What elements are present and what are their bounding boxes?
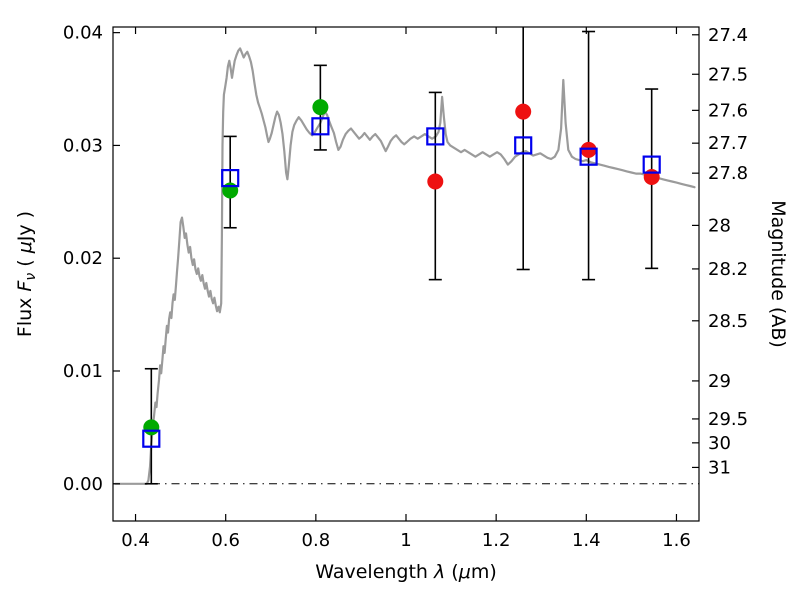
blue-square-marker bbox=[642, 155, 661, 174]
x-tick-label: 0.6 bbox=[211, 530, 240, 551]
y-tick-label-right: 29 bbox=[708, 371, 731, 392]
x-tick-label: 1.6 bbox=[662, 530, 691, 551]
y-tick-label-left: 0.04 bbox=[63, 23, 103, 44]
green-circle-marker bbox=[222, 182, 239, 199]
blue-square-marker bbox=[221, 169, 240, 188]
red-circle-marker bbox=[580, 141, 597, 158]
plot-frame bbox=[112, 26, 700, 522]
x-tick-label: 0.8 bbox=[302, 530, 331, 551]
y-tick-label-right: 28.5 bbox=[708, 311, 748, 332]
blue-square-marker bbox=[142, 429, 161, 448]
y-tick-label-right: 29.5 bbox=[708, 409, 748, 430]
y-axis-label-magnitude: Magnitude (AB) bbox=[767, 200, 789, 348]
x-tick-label: 1 bbox=[400, 530, 411, 551]
y-tick-label-left: 0.03 bbox=[63, 135, 103, 156]
y-tick-label-right: 27.7 bbox=[708, 133, 748, 154]
blue-square-marker bbox=[579, 147, 598, 166]
y-tick-label-right: 28.2 bbox=[708, 259, 748, 280]
x-tick-label: 1.2 bbox=[482, 530, 511, 551]
x-tick-label: 0.4 bbox=[121, 530, 150, 551]
green-circle-marker bbox=[312, 99, 329, 116]
y-tick-label-right: 27.4 bbox=[708, 25, 748, 46]
y-tick-label-right: 27.8 bbox=[708, 163, 748, 184]
y-tick-label-left: 0.02 bbox=[63, 248, 103, 269]
y-tick-label-right: 28 bbox=[708, 215, 731, 236]
model-spectrum-line bbox=[114, 47, 696, 485]
y-axis-label-flux: Flux Fν ( μJy ) bbox=[14, 211, 39, 337]
y-tick-label-left: 0.00 bbox=[63, 474, 103, 495]
y-tick-label-right: 27.6 bbox=[708, 100, 748, 121]
red-circle-marker bbox=[427, 173, 444, 190]
x-axis-label: Wavelength λ (μm) bbox=[315, 561, 496, 583]
y-tick-label-right: 31 bbox=[708, 457, 731, 478]
blue-square-marker bbox=[514, 136, 533, 155]
blue-square-marker bbox=[311, 117, 330, 136]
y-tick-label-right: 30 bbox=[708, 433, 731, 454]
y-tick-label-left: 0.01 bbox=[63, 361, 103, 382]
x-tick-label: 1.4 bbox=[572, 530, 601, 551]
blue-square-marker bbox=[426, 127, 445, 146]
green-circle-marker bbox=[143, 419, 160, 436]
y-tick-label-right: 27.5 bbox=[708, 64, 748, 85]
red-circle-marker bbox=[643, 169, 660, 185]
red-circle-marker bbox=[515, 103, 532, 120]
